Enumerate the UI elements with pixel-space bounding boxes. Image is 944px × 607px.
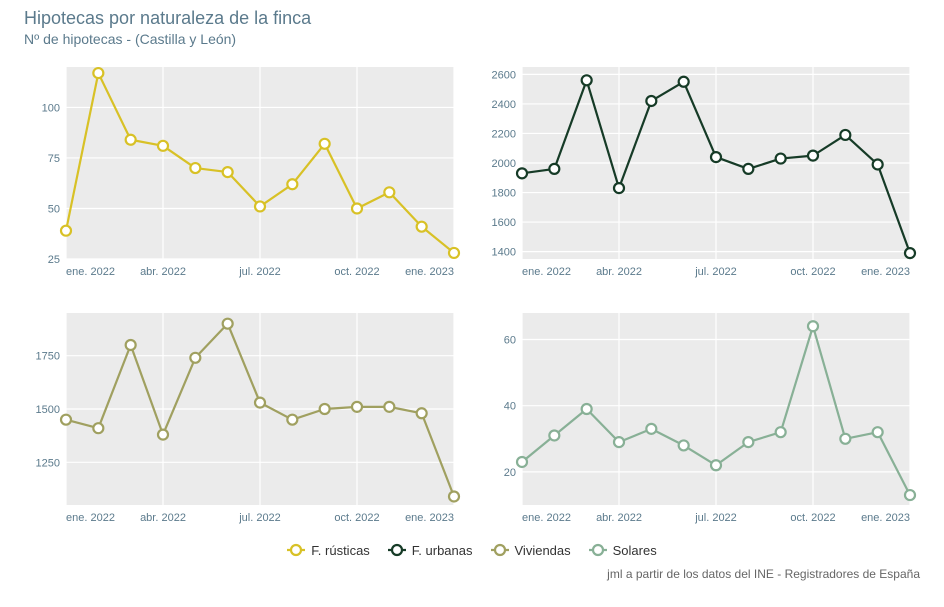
svg-text:25: 25 <box>48 254 60 266</box>
legend-marker-rusticas <box>287 541 305 559</box>
svg-text:oct. 2022: oct. 2022 <box>790 266 835 278</box>
chart-caption: jml a partir de los datos del INE - Regi… <box>0 563 944 581</box>
legend-item-rusticas: F. rústicas <box>287 541 370 559</box>
svg-text:1400: 1400 <box>492 247 516 259</box>
chart-urbanas: 1400 1600 1800 2000 2200 2400 2600 ene. 2022 abr… <box>480 57 918 285</box>
chart-viviendas: 1250 1500 1750 ene. 2022 abr. 2022 jul. 2022 o… <box>24 303 462 531</box>
svg-text:60: 60 <box>504 334 516 346</box>
svg-text:ene. 2022: ene. 2022 <box>522 266 571 278</box>
svg-text:ene. 2023: ene. 2023 <box>861 512 910 524</box>
svg-text:jul. 2022: jul. 2022 <box>694 512 737 524</box>
svg-text:abr. 2022: abr. 2022 <box>140 512 186 524</box>
svg-text:oct. 2022: oct. 2022 <box>790 512 835 524</box>
svg-text:abr. 2022: abr. 2022 <box>596 512 642 524</box>
svg-text:1750: 1750 <box>36 351 60 363</box>
svg-text:75: 75 <box>48 153 60 165</box>
svg-text:oct. 2022: oct. 2022 <box>334 266 379 278</box>
svg-text:40: 40 <box>504 401 516 413</box>
svg-text:jul. 2022: jul. 2022 <box>238 266 281 278</box>
legend-item-urbanas: F. urbanas <box>388 541 473 559</box>
svg-text:1800: 1800 <box>492 188 516 200</box>
chart-title: Hipotecas por naturaleza de la finca <box>0 0 944 31</box>
svg-text:ene. 2022: ene. 2022 <box>66 512 115 524</box>
svg-text:1250: 1250 <box>36 457 60 469</box>
svg-text:oct. 2022: oct. 2022 <box>334 512 379 524</box>
svg-text:2200: 2200 <box>492 128 516 140</box>
legend-label-solares: Solares <box>613 543 657 558</box>
chart-rusticas: 25 50 75 100 ene. 2022 abr. 2022 jul. 2022 oct.… <box>24 57 462 285</box>
svg-text:ene. 2023: ene. 2023 <box>405 266 454 278</box>
svg-text:ene. 2023: ene. 2023 <box>861 266 910 278</box>
legend-label-rusticas: F. rústicas <box>311 543 370 558</box>
legend-marker-solares <box>589 541 607 559</box>
svg-text:50: 50 <box>48 203 60 215</box>
svg-text:2000: 2000 <box>492 158 516 170</box>
svg-text:ene. 2023: ene. 2023 <box>405 512 454 524</box>
panel-urbanas: 1400 1600 1800 2000 2200 2400 2600 ene. 2022 abr… <box>480 57 918 285</box>
svg-text:20: 20 <box>504 467 516 479</box>
svg-text:abr. 2022: abr. 2022 <box>140 266 186 278</box>
legend-label-viviendas: Viviendas <box>515 543 571 558</box>
svg-text:abr. 2022: abr. 2022 <box>596 266 642 278</box>
chart-subtitle: Nº de hipotecas - (Castilla y León) <box>0 31 944 57</box>
panel-rusticas: 25 50 75 100 ene. 2022 abr. 2022 jul. 2022 oct.… <box>24 57 462 285</box>
svg-text:ene. 2022: ene. 2022 <box>522 512 571 524</box>
legend-label-urbanas: F. urbanas <box>412 543 473 558</box>
svg-text:2600: 2600 <box>492 69 516 81</box>
svg-text:ene. 2022: ene. 2022 <box>66 266 115 278</box>
svg-text:100: 100 <box>42 102 60 114</box>
svg-text:1500: 1500 <box>36 404 60 416</box>
panel-viviendas: 1250 1500 1750 ene. 2022 abr. 2022 jul. 2022 o… <box>24 303 462 531</box>
legend-marker-viviendas <box>491 541 509 559</box>
panel-solares: 20 40 60 ene. 2022 abr. 2022 jul. 2022 oct. 20… <box>480 303 918 531</box>
svg-text:jul. 2022: jul. 2022 <box>694 266 737 278</box>
legend-marker-urbanas <box>388 541 406 559</box>
svg-text:1600: 1600 <box>492 217 516 229</box>
legend: F. rústicas F. urbanas Viviendas Solares <box>0 531 944 563</box>
panel-grid: 25 50 75 100 ene. 2022 abr. 2022 jul. 2022 oct.… <box>0 57 944 531</box>
legend-item-viviendas: Viviendas <box>491 541 571 559</box>
legend-item-solares: Solares <box>589 541 657 559</box>
svg-text:2400: 2400 <box>492 99 516 111</box>
svg-text:jul. 2022: jul. 2022 <box>238 512 281 524</box>
chart-solares: 20 40 60 ene. 2022 abr. 2022 jul. 2022 oct. 20… <box>480 303 918 531</box>
